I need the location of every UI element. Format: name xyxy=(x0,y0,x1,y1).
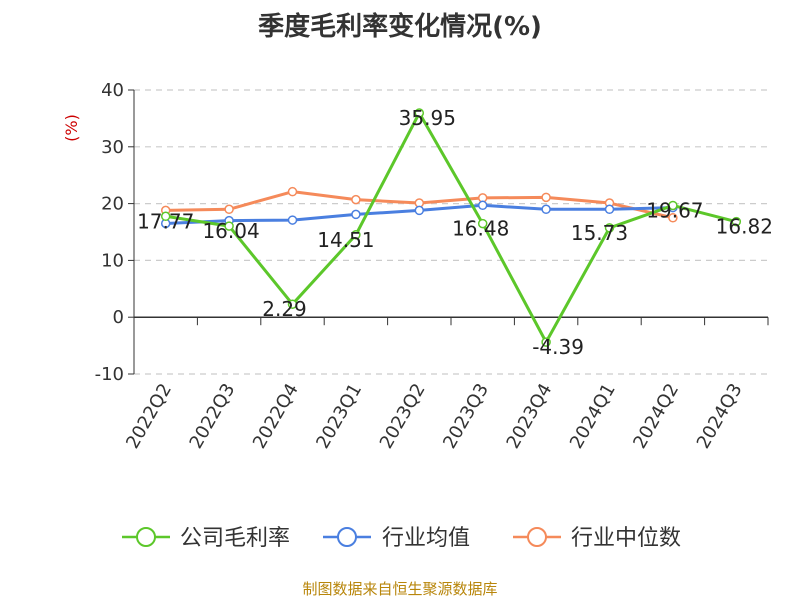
data-label: 15.73 xyxy=(571,221,628,245)
y-tick-label: 10 xyxy=(101,250,124,271)
series-lines xyxy=(160,108,742,347)
legend-marker xyxy=(136,527,156,547)
y-axis-unit: (%) xyxy=(62,114,81,142)
data-point xyxy=(731,216,742,227)
data-point xyxy=(160,211,171,222)
x-tick-label: 2024Q2 xyxy=(629,380,683,452)
x-tick-label: 2024Q3 xyxy=(693,380,747,452)
data-point xyxy=(541,192,551,203)
data-label: 35.95 xyxy=(399,106,456,130)
data-label: -4.39 xyxy=(532,335,584,359)
series-line xyxy=(165,111,737,344)
chart-title: 季度毛利率变化情况(%) xyxy=(258,12,542,42)
data-point xyxy=(414,205,425,216)
legend-marker xyxy=(337,527,357,547)
data-label: 17.77 xyxy=(137,209,194,233)
data-point xyxy=(604,204,615,215)
x-tick-label: 2022Q4 xyxy=(249,380,303,452)
legend-marker xyxy=(527,527,547,547)
y-tick-label: 20 xyxy=(101,194,124,215)
data-point xyxy=(351,209,361,220)
data-point xyxy=(351,194,361,205)
y-tick-label: 30 xyxy=(101,137,124,158)
x-tick-label: 2022Q2 xyxy=(122,380,176,452)
source-note: 制图数据来自恒生聚源数据库 xyxy=(302,580,498,598)
grid-lines xyxy=(134,89,768,375)
data-point xyxy=(604,223,615,233)
y-tick-label: -10 xyxy=(95,364,124,385)
data-point xyxy=(224,221,234,231)
data-point xyxy=(541,337,551,347)
data-point xyxy=(351,230,361,240)
data-point xyxy=(668,213,678,223)
data-label: 16.82 xyxy=(716,215,773,239)
data-label: 19.67 xyxy=(646,198,703,222)
data-point xyxy=(224,204,234,215)
data-label: 14.51 xyxy=(317,228,374,252)
data-labels: 17.77 16.04 2.29 14.51 35.95 16.48 -4.39 15.73 1… xyxy=(137,106,773,359)
x-tick-label: 2022Q3 xyxy=(186,380,240,452)
x-tick-label: 2023Q3 xyxy=(439,380,493,452)
x-tick-label: 2023Q2 xyxy=(376,380,430,452)
data-point xyxy=(414,108,425,118)
data-point xyxy=(541,204,551,215)
data-point xyxy=(287,215,298,225)
data-point xyxy=(287,299,298,309)
data-point xyxy=(668,200,678,211)
x-tick-label: 2023Q1 xyxy=(312,380,366,452)
data-label: 16.04 xyxy=(202,219,259,243)
legend-label: 行业均值 xyxy=(382,526,470,551)
x-tick-label: 2024Q1 xyxy=(566,380,620,452)
y-tick-label: 0 xyxy=(113,307,124,328)
x-tick-label: 2023Q4 xyxy=(503,380,557,452)
legend-label: 行业中位数 xyxy=(571,526,681,551)
data-point xyxy=(287,186,298,197)
data-label: 2.29 xyxy=(262,297,307,321)
y-tick-label: 40 xyxy=(101,80,124,101)
legend-label: 公司毛利率 xyxy=(180,526,290,551)
data-label: 16.48 xyxy=(452,217,509,241)
data-point xyxy=(477,200,488,211)
data-point xyxy=(477,218,488,229)
legend: 公司毛利率 行业均值 行业中位数 xyxy=(122,526,681,551)
